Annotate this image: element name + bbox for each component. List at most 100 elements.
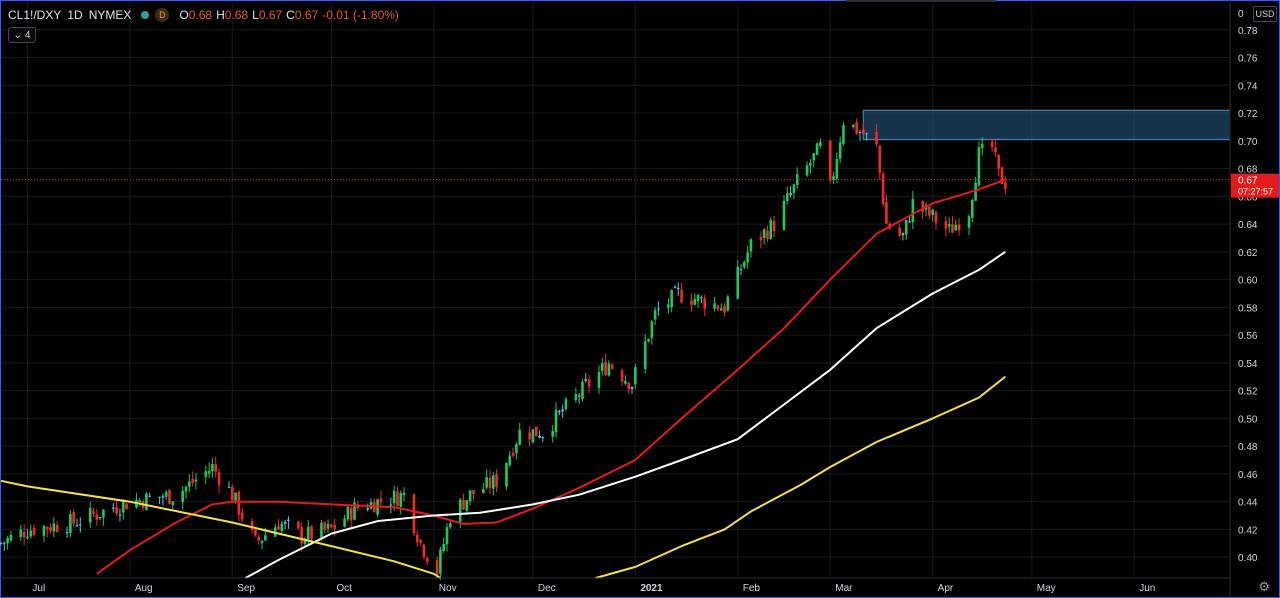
candle-body: [980, 143, 984, 148]
symbol-label[interactable]: CL1!/DXY: [8, 8, 62, 22]
candle-body: [435, 560, 439, 575]
ohlc-close: C0.67: [286, 8, 318, 22]
candle-body: [531, 429, 535, 443]
candle-body: [287, 519, 290, 521]
candle-body: [145, 493, 148, 511]
supply-zone-rectangle: [862, 109, 1231, 140]
candle-body: [739, 269, 743, 271]
candle-body: [703, 298, 707, 309]
data-status-badge[interactable]: D: [155, 8, 170, 22]
ohlc-low-value: 0.67: [258, 8, 283, 22]
candle-body: [22, 532, 26, 538]
candle-body: [561, 409, 564, 412]
candle-body: [558, 410, 561, 413]
window-drag-handle[interactable]: [846, 0, 996, 2]
candle-body: [346, 507, 350, 520]
candle-body: [667, 304, 670, 308]
candle-body: [72, 512, 75, 524]
candle-body: [75, 525, 79, 527]
candle-body: [112, 507, 115, 509]
currency-button[interactable]: USD: [1253, 6, 1277, 22]
candle-body: [885, 201, 888, 224]
candle-body: [92, 510, 95, 515]
candle-body: [488, 477, 492, 489]
chevron-down-icon: ⌄: [13, 29, 22, 41]
candle-body: [518, 429, 521, 445]
candle-body: [541, 437, 545, 439]
candle-body: [326, 523, 330, 529]
candle-body: [766, 230, 769, 240]
candle-body: [696, 294, 700, 301]
bar-countdown-label: 07:27:57: [1238, 187, 1273, 197]
indicators-count: 4: [24, 29, 31, 41]
candle-body: [65, 532, 69, 534]
candle-body: [217, 472, 221, 485]
candle-body: [515, 444, 518, 454]
time-tick-label: Oct: [336, 583, 352, 594]
candle-body: [164, 491, 168, 497]
candle-body: [366, 508, 370, 510]
price-tick-label: 0.62: [1238, 248, 1258, 259]
price-tick-label: 0.64: [1238, 220, 1258, 231]
candle-body: [462, 499, 465, 510]
candle-body: [743, 261, 746, 268]
candle-body: [42, 526, 46, 536]
candle-body: [257, 537, 260, 541]
price-tick-label: 0: [1238, 9, 1244, 20]
candle-body: [168, 489, 171, 504]
price-tick-label: 0.58: [1238, 303, 1258, 314]
price-tick-label: 0.40: [1238, 553, 1258, 564]
indicators-toggle-button[interactable]: ⌄ 4: [8, 27, 36, 43]
time-tick-label: Feb: [743, 583, 761, 594]
candle-body: [88, 508, 92, 523]
candle-body: [564, 398, 568, 410]
candle-body: [439, 549, 442, 574]
candle-body: [508, 455, 512, 466]
candle-body: [538, 435, 541, 438]
candle-body: [584, 379, 588, 381]
candle-body: [581, 381, 584, 400]
candle-body: [676, 287, 680, 289]
interval-label[interactable]: 1D: [67, 8, 83, 22]
candle-body: [795, 174, 799, 185]
ohlc-open: O0.68: [179, 8, 212, 22]
candle-body: [310, 526, 313, 539]
ohlc-close-value: 0.67: [294, 8, 319, 22]
candle-body: [171, 501, 175, 506]
candle-body: [967, 216, 971, 228]
candle-body: [240, 512, 244, 520]
candle-body: [762, 229, 766, 238]
candle-body: [815, 143, 819, 155]
candle-body: [875, 132, 878, 145]
candle-body: [951, 224, 954, 233]
ohlc-high-value: 0.68: [224, 8, 249, 22]
short-moving-average-line: [96, 178, 1006, 575]
candle-body: [908, 221, 911, 223]
candle-body: [600, 363, 604, 371]
candle-body: [194, 479, 198, 482]
candle-body: [607, 363, 611, 376]
candle-body: [32, 527, 36, 535]
candle-body: [610, 364, 614, 369]
candle-body: [898, 227, 901, 236]
candle-body: [230, 486, 234, 501]
price-tick-label: 0.60: [1238, 276, 1258, 287]
candle-body: [69, 514, 72, 534]
gear-icon[interactable]: ⚙: [1258, 579, 1270, 594]
candle-body: [280, 523, 284, 531]
candle-body: [713, 303, 716, 309]
candle-body: [657, 308, 660, 310]
candle-body: [858, 132, 862, 134]
candle-body: [491, 475, 495, 489]
candle-body: [204, 471, 208, 477]
candle-body: [300, 527, 303, 544]
candle-body: [158, 496, 161, 498]
candle-body: [184, 486, 188, 492]
candle-body: [726, 296, 730, 311]
candle-body: [680, 289, 683, 303]
time-tick-label: Mar: [835, 583, 853, 594]
candle-body: [901, 233, 905, 236]
candle-body: [392, 490, 396, 504]
candle-body: [442, 543, 446, 551]
